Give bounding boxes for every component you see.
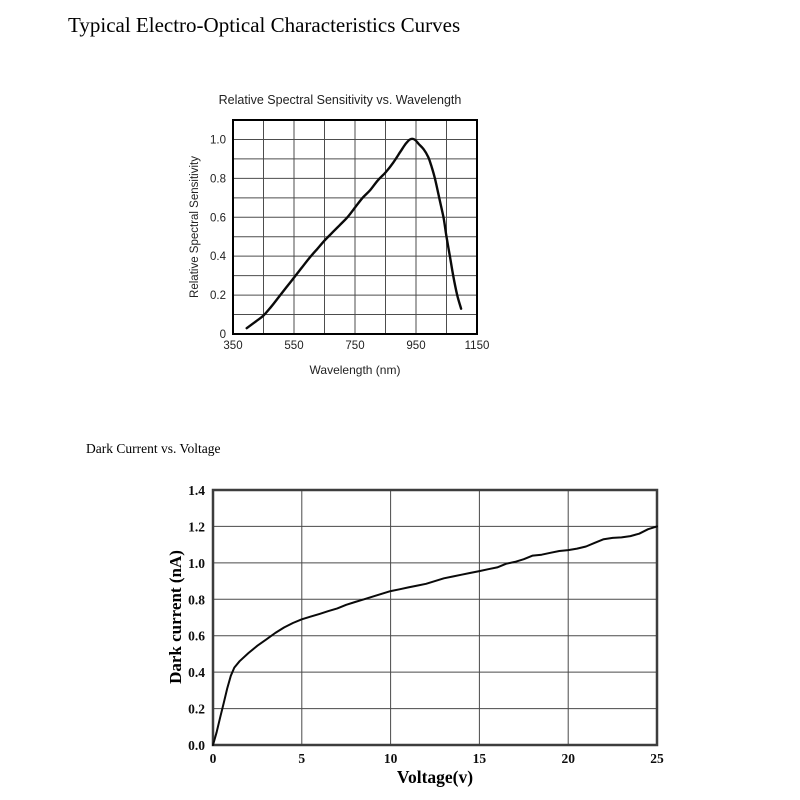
y-tick-label: 1.4 bbox=[188, 483, 205, 498]
dark-current-chart-title: Dark Current vs. Voltage bbox=[86, 441, 221, 456]
y-tick-label: 0.4 bbox=[210, 251, 227, 263]
plot-border bbox=[232, 119, 478, 335]
curve-relative-spectral-sensitivity bbox=[245, 137, 463, 330]
y-tick-label: 0.0 bbox=[188, 738, 205, 753]
plot-border bbox=[211, 488, 659, 747]
x-tick-label: 20 bbox=[561, 751, 575, 766]
x-tick-label: 25 bbox=[650, 751, 664, 766]
spectral-chart-plot: 350 550 750 950 1150 1.0 0.8 0.6 0.4 0.2 0 bbox=[210, 119, 490, 352]
y-tick-label: 0.6 bbox=[210, 212, 226, 224]
y-tick-label: 0.8 bbox=[188, 592, 205, 607]
x-tick-label: 1150 bbox=[465, 340, 490, 352]
x-tick-label: 950 bbox=[406, 340, 425, 352]
x-tick-label: 750 bbox=[345, 340, 364, 352]
y-tick-label: 1.0 bbox=[210, 134, 226, 146]
y-tick-label: 0.8 bbox=[210, 173, 226, 185]
spectral-chart-title: Relative Spectral Sensitivity vs. Wavele… bbox=[218, 93, 462, 107]
y-tick-label: 1.0 bbox=[188, 556, 205, 571]
page-title: Typical Electro-Optical Characteristics … bbox=[68, 13, 461, 37]
spectral-chart-x-axis-label: Wavelength (nm) bbox=[309, 363, 401, 377]
x-tick-label: 15 bbox=[473, 751, 487, 766]
y-tick-label: 0.2 bbox=[210, 290, 226, 302]
curve-dark-current bbox=[212, 525, 658, 746]
x-tick-label: 10 bbox=[384, 751, 398, 766]
y-tick-label: 0.4 bbox=[188, 665, 205, 680]
y-tick-label: 0.6 bbox=[188, 629, 205, 644]
dark-current-chart-x-axis-label: Voltage(v) bbox=[396, 767, 474, 787]
x-tick-label: 350 bbox=[223, 340, 242, 352]
y-tick-label: 0.2 bbox=[188, 702, 205, 717]
x-tick-label: 5 bbox=[298, 751, 305, 766]
dark-current-chart-plot: 0 5 10 15 20 25 1.4 1.2 1.0 0.8 0.6 0.4 0.2 0.0 bbox=[188, 483, 664, 766]
y-tick-label: 0 bbox=[220, 329, 226, 341]
y-tick-label: 1.2 bbox=[188, 519, 205, 534]
x-tick-label: 550 bbox=[284, 340, 303, 352]
x-tick-label: 0 bbox=[210, 751, 217, 766]
